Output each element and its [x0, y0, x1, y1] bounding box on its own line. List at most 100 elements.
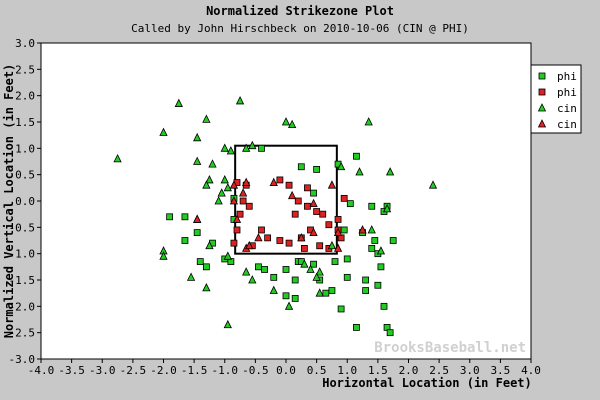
square-point — [300, 244, 308, 252]
triangle-point — [355, 167, 364, 176]
y-tick-label: 1.5 — [15, 116, 35, 129]
square-point — [328, 287, 336, 294]
triangle-point — [376, 246, 386, 255]
y-tick-label: 0.5 — [15, 169, 35, 182]
x-tick-label: 4.0 — [521, 364, 541, 377]
square-point — [181, 237, 189, 244]
square-point — [245, 202, 253, 210]
triangle-point — [202, 114, 211, 123]
square-point — [340, 226, 348, 234]
square-point — [313, 165, 321, 173]
series-cin-2 — [113, 96, 438, 329]
legend-marker-0 — [538, 72, 546, 80]
triangle-point — [223, 319, 232, 329]
square-point — [374, 281, 382, 289]
square-point — [264, 234, 272, 242]
triangle-point — [113, 153, 122, 163]
x-tick-label: 0.5 — [307, 364, 327, 377]
triangle-point — [385, 167, 395, 176]
triangle-point — [229, 196, 239, 205]
triangle-point — [300, 259, 309, 268]
square-point — [322, 289, 330, 297]
x-tick-label: 2.0 — [399, 364, 419, 377]
square-point — [236, 210, 244, 218]
legend-label-2: cin — [557, 102, 577, 115]
y-tick-label: -1.5 — [9, 274, 36, 287]
x-tick-label: -3.5 — [58, 364, 85, 377]
triangle-point — [284, 301, 294, 310]
y-tick-label: 0.0 — [15, 195, 35, 208]
triangle-point — [428, 180, 438, 189]
triangle-point — [309, 227, 318, 237]
square-point — [291, 210, 299, 218]
legend-marker-3 — [537, 119, 547, 128]
triangle-point — [159, 127, 168, 136]
triangle-point — [245, 240, 254, 250]
square-point — [337, 305, 345, 313]
x-tick-label: 2.5 — [429, 364, 449, 377]
legend-label-1: phi — [557, 86, 577, 99]
triangle-point — [382, 204, 392, 213]
axis-ticks: -4.0 -3.5 -3.0 -2.5 -2.0 -1.5 -1.0 -0.5 0.0 0.5 1.… — [9, 37, 541, 377]
square-point — [353, 323, 360, 331]
triangle-point — [214, 196, 223, 205]
square-point — [316, 242, 324, 250]
y-tick-label: 3.0 — [15, 37, 35, 50]
triangle-point — [367, 225, 376, 234]
triangle-point — [205, 175, 214, 184]
triangle-point — [223, 251, 232, 260]
y-tick-label: 2.5 — [15, 63, 35, 76]
triangle-point — [202, 180, 211, 189]
triangle-point — [333, 243, 343, 252]
legend-marker-1 — [538, 88, 546, 96]
square-point — [230, 239, 238, 247]
triangle-point — [220, 143, 229, 152]
watermark: BrooksBaseball.net — [374, 340, 526, 356]
square-point — [368, 244, 376, 252]
triangle-point — [235, 96, 245, 105]
square-point — [334, 216, 342, 223]
triangle-point — [186, 272, 196, 281]
square-point — [255, 263, 262, 271]
square-point — [304, 202, 311, 210]
square-point — [270, 273, 278, 281]
y-tick-label: -1.0 — [9, 248, 36, 261]
square-point — [166, 213, 174, 221]
triangle-point — [306, 264, 315, 273]
square-point — [285, 239, 293, 247]
square-point — [196, 258, 204, 265]
triangle-point — [223, 182, 232, 192]
square-point — [331, 258, 339, 265]
y-tick-label: 1.0 — [15, 142, 35, 155]
triangle-point — [205, 240, 214, 250]
series-cin-3 — [193, 177, 367, 252]
x-tick-label: -2.5 — [120, 364, 147, 377]
square-point — [386, 329, 394, 337]
triangle-point — [254, 232, 263, 242]
legend: phi phi cin cin — [530, 64, 582, 134]
triangle-point — [327, 240, 337, 250]
square-point — [258, 144, 265, 152]
chart-subtitle: Called by John Hirschbeck on 2010-10-06 … — [131, 22, 469, 35]
triangle-point — [232, 214, 242, 223]
x-tick-label: -2.0 — [150, 364, 177, 377]
triangle-point — [193, 132, 202, 142]
square-point — [304, 184, 311, 192]
triangle-point — [238, 188, 248, 197]
square-point — [362, 287, 370, 294]
triangle-point — [309, 198, 318, 208]
y-tick-label: -2.5 — [9, 327, 36, 340]
square-point — [371, 237, 379, 244]
square-point — [310, 260, 317, 268]
triangle-point — [220, 175, 229, 184]
triangle-point — [202, 283, 211, 292]
square-point — [193, 229, 201, 237]
triangle-point — [315, 267, 324, 276]
square-point — [343, 255, 351, 263]
triangle-point — [333, 227, 343, 237]
legend-label-0: phi — [557, 70, 577, 83]
square-point — [282, 266, 290, 273]
square-point — [291, 276, 299, 284]
square-point — [261, 266, 268, 273]
